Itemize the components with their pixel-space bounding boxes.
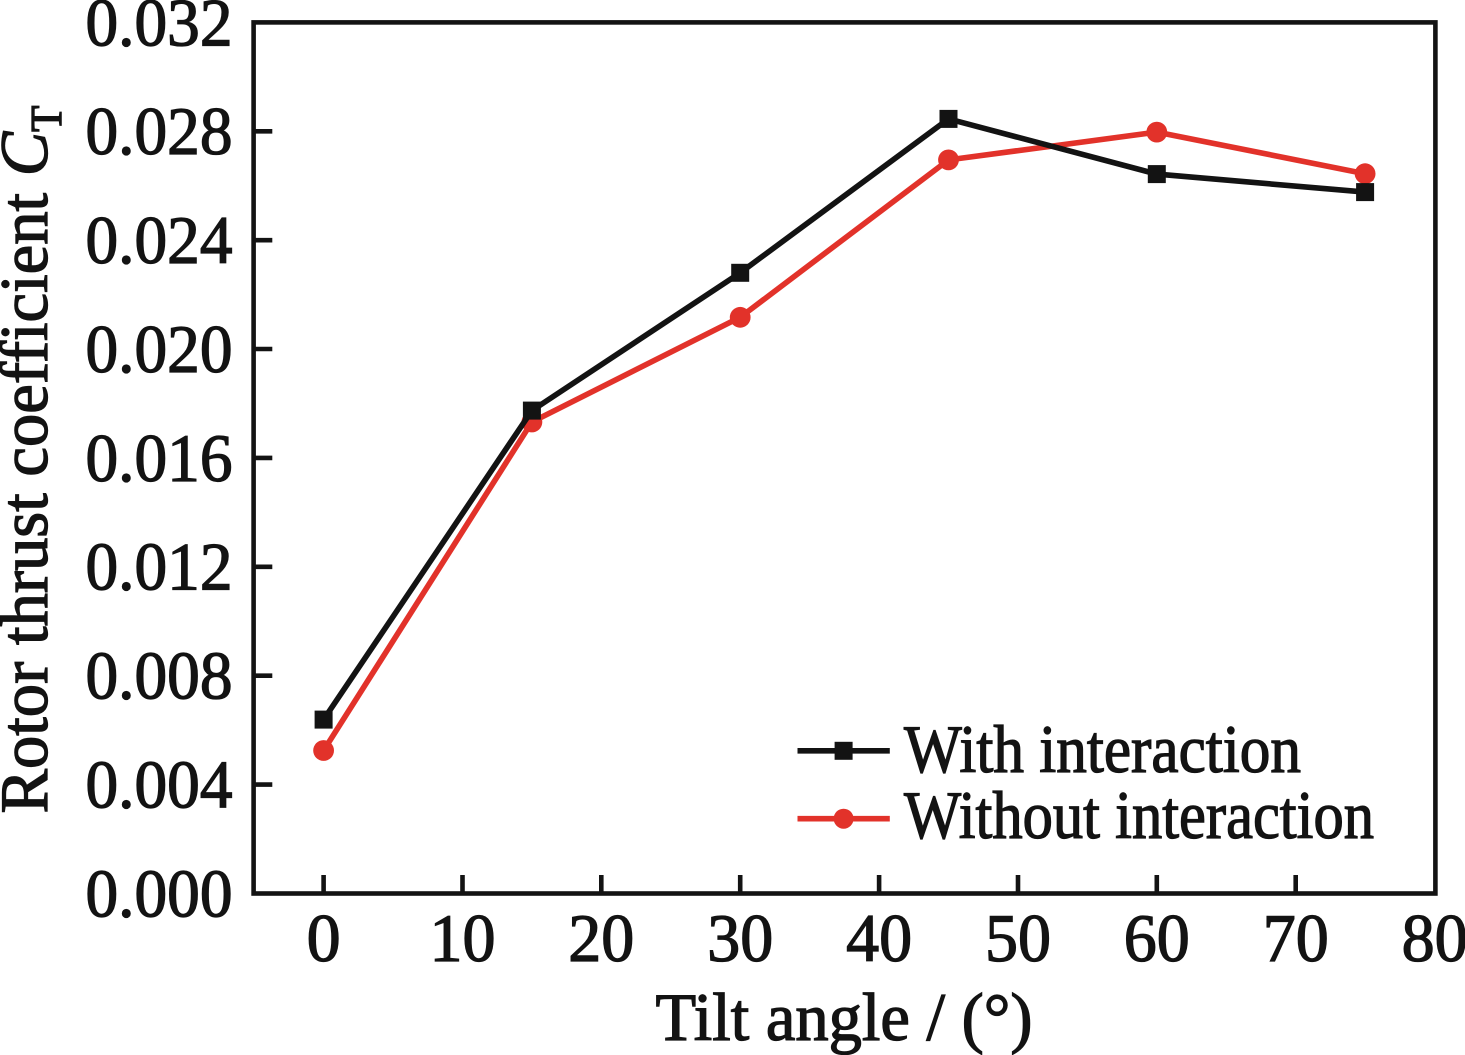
svg-text:Rotor thrust coefficient CT: Rotor thrust coefficient CT — [0, 105, 71, 813]
svg-text:0.016: 0.016 — [86, 420, 233, 496]
svg-text:0.000: 0.000 — [86, 855, 233, 931]
svg-text:60: 60 — [1124, 900, 1190, 976]
svg-text:0.020: 0.020 — [86, 311, 233, 387]
svg-text:80: 80 — [1402, 900, 1465, 976]
svg-text:0.008: 0.008 — [86, 638, 233, 714]
svg-text:40: 40 — [846, 900, 912, 976]
svg-text:10: 10 — [430, 900, 496, 976]
svg-text:Without interaction: Without interaction — [904, 777, 1374, 853]
svg-text:0.012: 0.012 — [86, 529, 233, 605]
svg-text:20: 20 — [568, 900, 634, 976]
svg-text:0.032: 0.032 — [86, 0, 233, 60]
svg-text:Tilt angle / (°): Tilt angle / (°) — [656, 979, 1033, 1055]
svg-text:0.024: 0.024 — [86, 202, 233, 278]
svg-text:With interaction: With interaction — [904, 711, 1301, 787]
svg-text:0.028: 0.028 — [86, 93, 233, 169]
svg-text:0: 0 — [307, 900, 341, 976]
svg-text:70: 70 — [1263, 900, 1329, 976]
svg-text:50: 50 — [985, 900, 1051, 976]
svg-text:30: 30 — [707, 900, 773, 976]
svg-text:0.004: 0.004 — [86, 747, 233, 823]
